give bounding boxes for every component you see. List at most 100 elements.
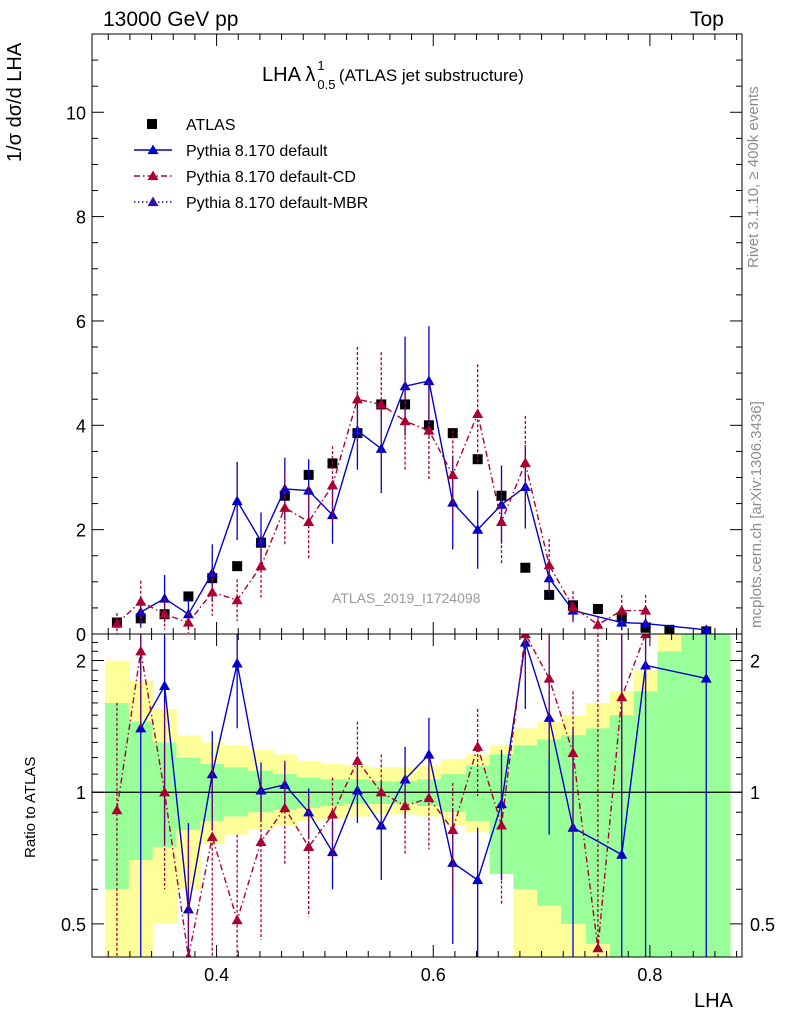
series-marker bbox=[182, 617, 194, 627]
main-y-tick-label: 6 bbox=[76, 312, 86, 332]
series-marker bbox=[423, 425, 435, 435]
ratio-marker bbox=[327, 808, 338, 819]
series-marker bbox=[255, 560, 267, 571]
series-pythia-8-170-default-cd bbox=[111, 347, 652, 634]
ratio-marker bbox=[399, 800, 411, 811]
main-panel-series bbox=[111, 326, 712, 634]
ratio-marker bbox=[135, 722, 147, 733]
series-marker bbox=[206, 586, 218, 597]
ratio-marker bbox=[206, 831, 218, 842]
ratio-marker bbox=[592, 942, 604, 953]
axis-ticks: 0.4 0.6 0.8 0 2 4 6 8 10 0.5 0.5 1 1 2 2 bbox=[61, 34, 775, 985]
x-tick-label: 0.8 bbox=[637, 965, 662, 985]
ratio-marker bbox=[279, 802, 291, 813]
legend-marker-square bbox=[147, 119, 157, 129]
series-line bbox=[140, 380, 707, 631]
x-axis-label: LHA bbox=[694, 990, 733, 1012]
ratio-y-tick-label-left: 0.5 bbox=[61, 915, 86, 935]
main-y-tick-label: 0 bbox=[76, 625, 86, 645]
plot-title-sup: 1 bbox=[317, 58, 325, 73]
series-pythia-8-170-default bbox=[135, 326, 712, 634]
atlas-data-point bbox=[472, 454, 483, 465]
ratio-y-tick-label-left: 2 bbox=[76, 652, 86, 672]
plot-title: LHA λ 1 0.5 (ATLAS jet substructure) bbox=[262, 58, 524, 92]
ratio-marker bbox=[159, 680, 171, 691]
plot-title-sub: 0.5 bbox=[317, 77, 336, 92]
main-y-tick-label: 8 bbox=[76, 208, 86, 228]
series-marker bbox=[327, 509, 338, 520]
series-marker bbox=[447, 469, 459, 479]
ratio-y-tick-label-left: 1 bbox=[76, 783, 86, 803]
ratio-marker bbox=[351, 784, 363, 795]
ratio-y-tick-label-right: 2 bbox=[750, 652, 760, 672]
atlas-data-point bbox=[183, 591, 194, 602]
legend: ATLAS Pythia 8.170 default Pythia 8.170 de… bbox=[134, 117, 368, 212]
series-marker bbox=[543, 572, 555, 583]
x-tick-label: 0.4 bbox=[204, 965, 229, 985]
legend-item: Pythia 8.170 default-CD bbox=[134, 169, 356, 186]
series-marker bbox=[543, 559, 555, 570]
ratio-marker bbox=[279, 779, 291, 789]
main-y-tick-label: 2 bbox=[76, 521, 86, 541]
ratio-pythia-8-170-default-cd bbox=[111, 634, 652, 957]
series-marker bbox=[423, 375, 435, 386]
ratio-marker bbox=[496, 819, 507, 830]
ratio-marker bbox=[447, 824, 459, 835]
series-marker bbox=[327, 479, 338, 490]
ratio-panel-series bbox=[111, 634, 712, 957]
series-marker bbox=[303, 516, 315, 526]
series-marker bbox=[519, 457, 531, 467]
ratio-marker bbox=[640, 634, 652, 639]
series-marker bbox=[616, 605, 628, 615]
atlas-data-point bbox=[232, 561, 243, 572]
legend-label: Pythia 8.170 default-CD bbox=[186, 169, 356, 186]
ratio-marker bbox=[567, 747, 579, 758]
ratio-marker bbox=[519, 634, 531, 639]
ratio-marker bbox=[111, 804, 123, 815]
band-green bbox=[440, 774, 467, 813]
ratio-marker bbox=[472, 741, 484, 751]
series-marker bbox=[399, 380, 411, 391]
ratio-marker bbox=[255, 836, 267, 846]
series-marker bbox=[159, 608, 171, 619]
ratio-marker bbox=[375, 786, 387, 797]
atlas-data-point bbox=[592, 603, 603, 614]
ratio-marker bbox=[231, 914, 243, 925]
rivet-version-label: Rivet 3.1.10, ≥ 400k events bbox=[745, 86, 762, 268]
series-marker bbox=[640, 605, 652, 615]
series-marker bbox=[640, 618, 652, 628]
series-marker bbox=[303, 485, 315, 495]
legend-marker-triangle bbox=[147, 196, 159, 207]
legend-marker-triangle bbox=[147, 144, 159, 155]
series-marker bbox=[496, 516, 507, 526]
ratio-marker bbox=[423, 792, 435, 803]
ratio-marker bbox=[447, 857, 459, 867]
series-marker bbox=[231, 495, 243, 506]
series-marker bbox=[592, 619, 604, 629]
energy-label: 13000 GeV pp bbox=[103, 8, 239, 31]
band-green bbox=[513, 745, 538, 890]
ratio-marker bbox=[543, 672, 555, 683]
legend-label: Pythia 8.170 default bbox=[186, 143, 328, 160]
process-label: Top bbox=[690, 8, 724, 31]
ratio-marker bbox=[182, 903, 194, 914]
ratio-y-tick-label-right: 1 bbox=[750, 783, 760, 803]
ratio-y-axis-label: Ratio to ATLAS bbox=[22, 756, 39, 858]
legend-marker-triangle bbox=[147, 170, 159, 181]
atlas-data-point bbox=[664, 624, 675, 634]
legend-item: ATLAS bbox=[147, 117, 236, 134]
legend-item: Pythia 8.170 default-MBR bbox=[134, 195, 368, 212]
series-marker bbox=[567, 601, 579, 611]
band-green bbox=[681, 634, 707, 957]
mcplots-label: mcplots.cern.ch [arXiv:1306.3436] bbox=[748, 401, 765, 628]
plot-title-tail: (ATLAS jet substructure) bbox=[338, 66, 524, 85]
ratio-panel-frame bbox=[91, 633, 743, 958]
main-y-axis-label: 1/σ dσ/d LHA bbox=[4, 42, 26, 162]
series-line bbox=[116, 398, 646, 626]
main-y-tick-label: 4 bbox=[76, 416, 86, 436]
band-green bbox=[176, 757, 201, 830]
series-marker bbox=[231, 594, 243, 605]
ratio-marker bbox=[700, 672, 712, 683]
series-marker bbox=[351, 393, 363, 404]
